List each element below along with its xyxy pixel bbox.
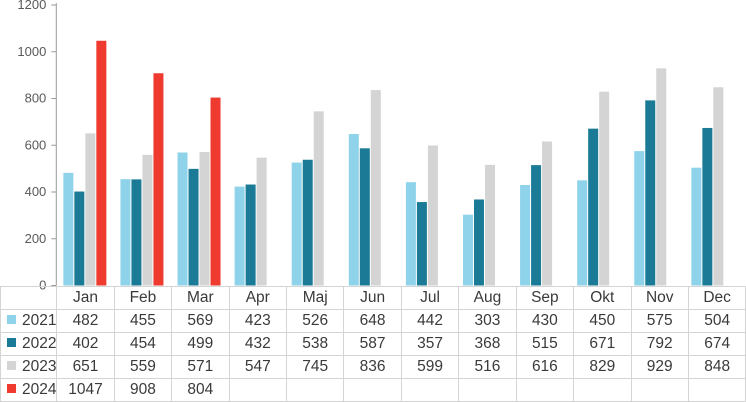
svg-text:1200: 1200 <box>17 0 46 12</box>
svg-text:1000: 1000 <box>17 44 46 59</box>
svg-text:600: 600 <box>25 137 47 152</box>
svg-text:200: 200 <box>25 231 47 246</box>
svg-text:400: 400 <box>25 184 47 199</box>
svg-text:800: 800 <box>25 91 47 106</box>
